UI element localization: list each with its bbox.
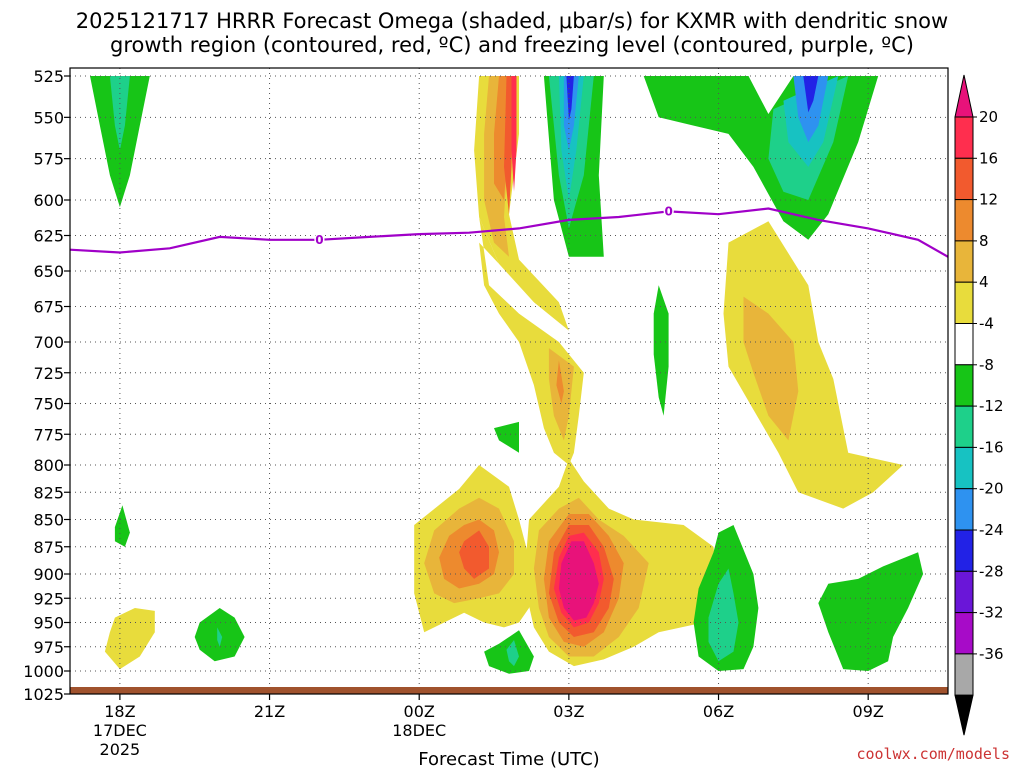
x-tick-label: 06Z [703,702,734,721]
colorbar-swatch [954,199,974,242]
x-tick-date: 17DEC [93,721,147,740]
x-tick-date: 18DEC [392,721,446,740]
y-tick-label: 1000 [23,662,64,681]
y-tick-label: 800 [33,456,64,475]
colorbar-label: 8 [979,232,989,250]
omega-region-neg4 [114,505,130,547]
colorbar-swatch [954,323,974,366]
colorbar-swatch [954,240,974,283]
ground-strip [70,687,948,694]
colorbar-swatch [954,529,974,572]
plot-area: 00 [69,67,949,695]
y-tick-label: 675 [33,298,64,317]
omega-region-pos4 [104,608,155,670]
y-tick-label: 850 [33,511,64,530]
omega-region-pos4 [723,221,904,509]
y-tick-label: 600 [33,191,64,210]
omega-region-neg4 [653,285,669,416]
omega-region-neg16 [793,76,829,143]
omega-region-pos20 [511,76,517,192]
y-axis: 525 550 575 600 625 650 675 700 725 750 775 800 825 8… [23,67,70,704]
colorbar-label: -4 [979,315,994,333]
x-tick-year: 2025 [100,740,141,759]
x-tick-label: 00Z [404,702,435,721]
x-axis-label: Forecast Time (UTC) [418,749,599,768]
shaded-regions [90,76,924,674]
colorbar-swatch [954,612,974,655]
freezing-level-labels: 00 [314,203,675,248]
y-tick-label: 950 [33,614,64,633]
omega-region-pos16 [459,530,489,579]
x-tick-label: 21Z [254,702,285,721]
y-tick-label: 700 [33,333,64,352]
colorbar-label: -16 [979,438,1004,456]
credit-text: coolwx.com/models [856,745,1010,763]
colorbar-swatch [954,157,974,201]
freezing-level-contour [69,207,949,258]
y-tick-label: 775 [33,425,64,444]
colorbar: 20 16 12 8 4 -4 -8 -12 -16 -20 -24 -28 -32 -36 [954,74,1004,736]
colorbar-swatch [954,446,974,490]
omega-region-neg8 [217,627,223,647]
omega-region-neg4 [494,421,519,453]
colorbar-swatch [954,405,974,448]
freezing-level-label: 0 [315,233,323,247]
colorbar-swatch [954,488,974,531]
chart-title-line-1: 2025121717 HRRR Forecast Omega (shaded, … [76,9,948,33]
omega-region-neg4 [818,552,924,671]
y-tick-label: 650 [33,262,64,281]
x-tick-label: 03Z [553,702,584,721]
colorbar-top-arrow [954,74,974,118]
omega-region-pos24 [558,541,599,621]
omega-region-neg20 [566,76,574,121]
colorbar-label: -8 [979,356,994,374]
colorbar-bottom-arrow [954,694,974,736]
colorbar-label: 12 [979,191,998,209]
y-tick-label: 525 [33,67,64,86]
y-tick-label: 900 [33,565,64,584]
colorbar-label: 20 [979,108,998,126]
colorbar-swatch [954,281,974,325]
colorbar-label: -12 [979,397,1004,415]
y-tick-label: 875 [33,538,64,557]
omega-region-neg20 [803,76,819,113]
colorbar-label: 16 [979,149,998,167]
colorbar-label: -28 [979,562,1004,580]
colorbar-label: -32 [979,604,1004,622]
colorbar-label: -20 [979,480,1004,498]
chart-title-line-2: growth region (contoured, red, ºC) and f… [110,33,914,57]
omega-region-pos8 [743,296,799,441]
colorbar-label: 4 [979,273,989,291]
y-tick-label: 725 [33,364,64,383]
y-tick-label: 625 [33,227,64,246]
y-tick-label: 825 [33,483,64,502]
y-tick-label: 750 [33,395,64,414]
y-tick-label: 925 [33,589,64,608]
colorbar-label: -36 [979,645,1004,663]
freezing-level-label: 0 [664,204,672,218]
colorbar-label: -24 [979,521,1004,539]
colorbar-swatch [954,364,974,407]
y-tick-label: 550 [33,108,64,127]
omega-region-neg8 [708,568,739,662]
x-tick-label: 09Z [853,702,884,721]
x-tick-label: 18Z [104,702,135,721]
colorbar-swatch [954,570,974,614]
y-tick-label: 975 [33,638,64,657]
colorbar-swatch [954,116,974,159]
colorbar-swatch [954,653,974,696]
y-tick-label: 1025 [23,685,64,704]
plot-frame [69,67,949,695]
y-tick-label: 575 [33,150,64,169]
omega-region-pos12 [556,360,564,404]
